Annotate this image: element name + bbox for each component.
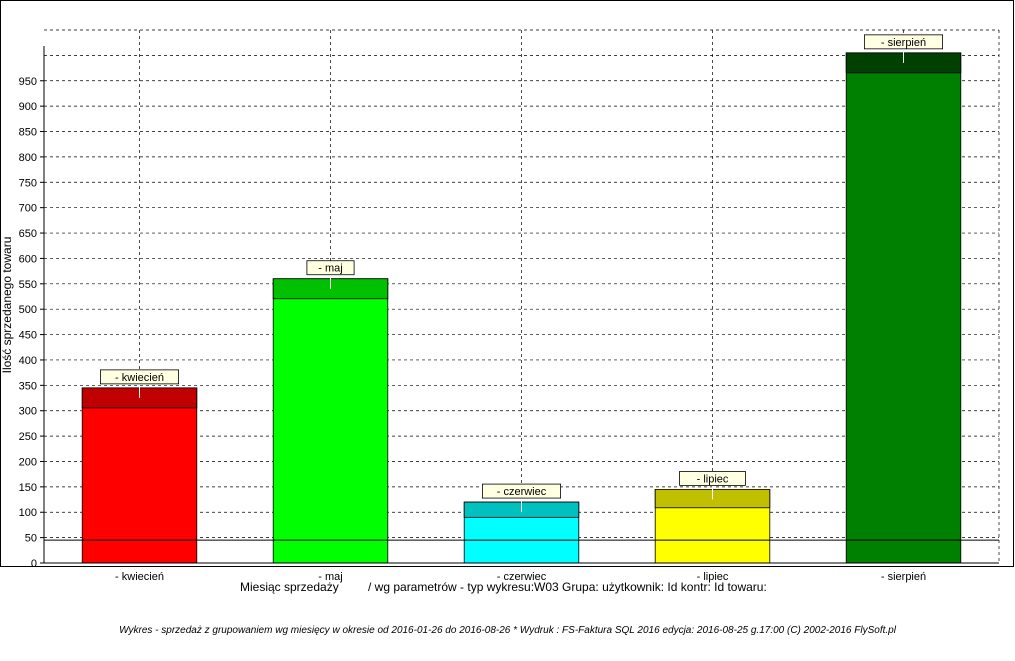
x-axis-title: Miesiąc sprzedaży bbox=[240, 580, 339, 594]
bar-tag-label: - czerwiec bbox=[497, 486, 547, 498]
y-tick-label: 500 bbox=[19, 304, 37, 316]
bar-tag-box bbox=[679, 470, 746, 486]
x-category-label: - czerwiec bbox=[497, 571, 547, 583]
y-tick-label: 200 bbox=[19, 456, 37, 468]
y-tick-label: 800 bbox=[19, 152, 37, 164]
bar-tag-label: - maj bbox=[318, 263, 342, 275]
x-category-label: - sierpień bbox=[881, 571, 926, 583]
y-tick-label: 0 bbox=[31, 558, 37, 570]
y-tick-label: 50 bbox=[25, 533, 37, 545]
y-tick-label: 550 bbox=[19, 279, 37, 291]
bar-tag-label: - lipiec bbox=[697, 473, 729, 485]
axis-layer: 0 50 100 150 200 250 300 350 400 450 500 550 600 650 7… bbox=[19, 46, 999, 583]
y-tick-label: 750 bbox=[19, 177, 37, 189]
x-category-label: - kwiecień bbox=[115, 571, 164, 583]
y-tick-label: 400 bbox=[19, 355, 37, 367]
x-axis-subtitle: / wg parametrów - typ wykresu:W03 Grupa:… bbox=[368, 580, 767, 594]
x-category-label: - lipiec bbox=[697, 571, 729, 583]
y-tick-label: 850 bbox=[19, 127, 37, 139]
y-tick-label: 650 bbox=[19, 228, 37, 240]
footer-caption: Wykres - sprzedaż z grupowaniem wg miesi… bbox=[119, 625, 896, 636]
bar bbox=[845, 52, 962, 564]
outer-border bbox=[0, 0, 1014, 567]
y-tick-label: 150 bbox=[19, 482, 37, 494]
bar bbox=[81, 387, 198, 564]
y-tick-label: 350 bbox=[19, 380, 37, 392]
bar-tag-box bbox=[481, 483, 561, 499]
y-tick-label: 100 bbox=[19, 507, 37, 519]
y-tick-label: 450 bbox=[19, 330, 37, 342]
y-tick-label: 950 bbox=[19, 76, 37, 88]
y-tick-label: 700 bbox=[19, 203, 37, 215]
bar-tag-box bbox=[306, 260, 355, 276]
bar-tag-box bbox=[864, 34, 944, 50]
y-tick-label: 600 bbox=[19, 253, 37, 265]
bar-tag-box bbox=[100, 369, 179, 385]
y-tick-label: 900 bbox=[19, 101, 37, 113]
y-tick-label: 300 bbox=[19, 406, 37, 418]
bar-layer: - kwiecień - maj - czerwiec - lipiec - sierp… bbox=[81, 34, 962, 564]
bar bbox=[272, 278, 389, 564]
y-tick-label: 250 bbox=[19, 431, 37, 443]
bar-tag-label: - kwiecień bbox=[115, 372, 164, 384]
bar-tag-label: - sierpień bbox=[881, 37, 926, 49]
y-axis-title: Ilość sprzedanego towaru bbox=[0, 237, 14, 374]
x-category-label: - maj bbox=[318, 571, 342, 583]
